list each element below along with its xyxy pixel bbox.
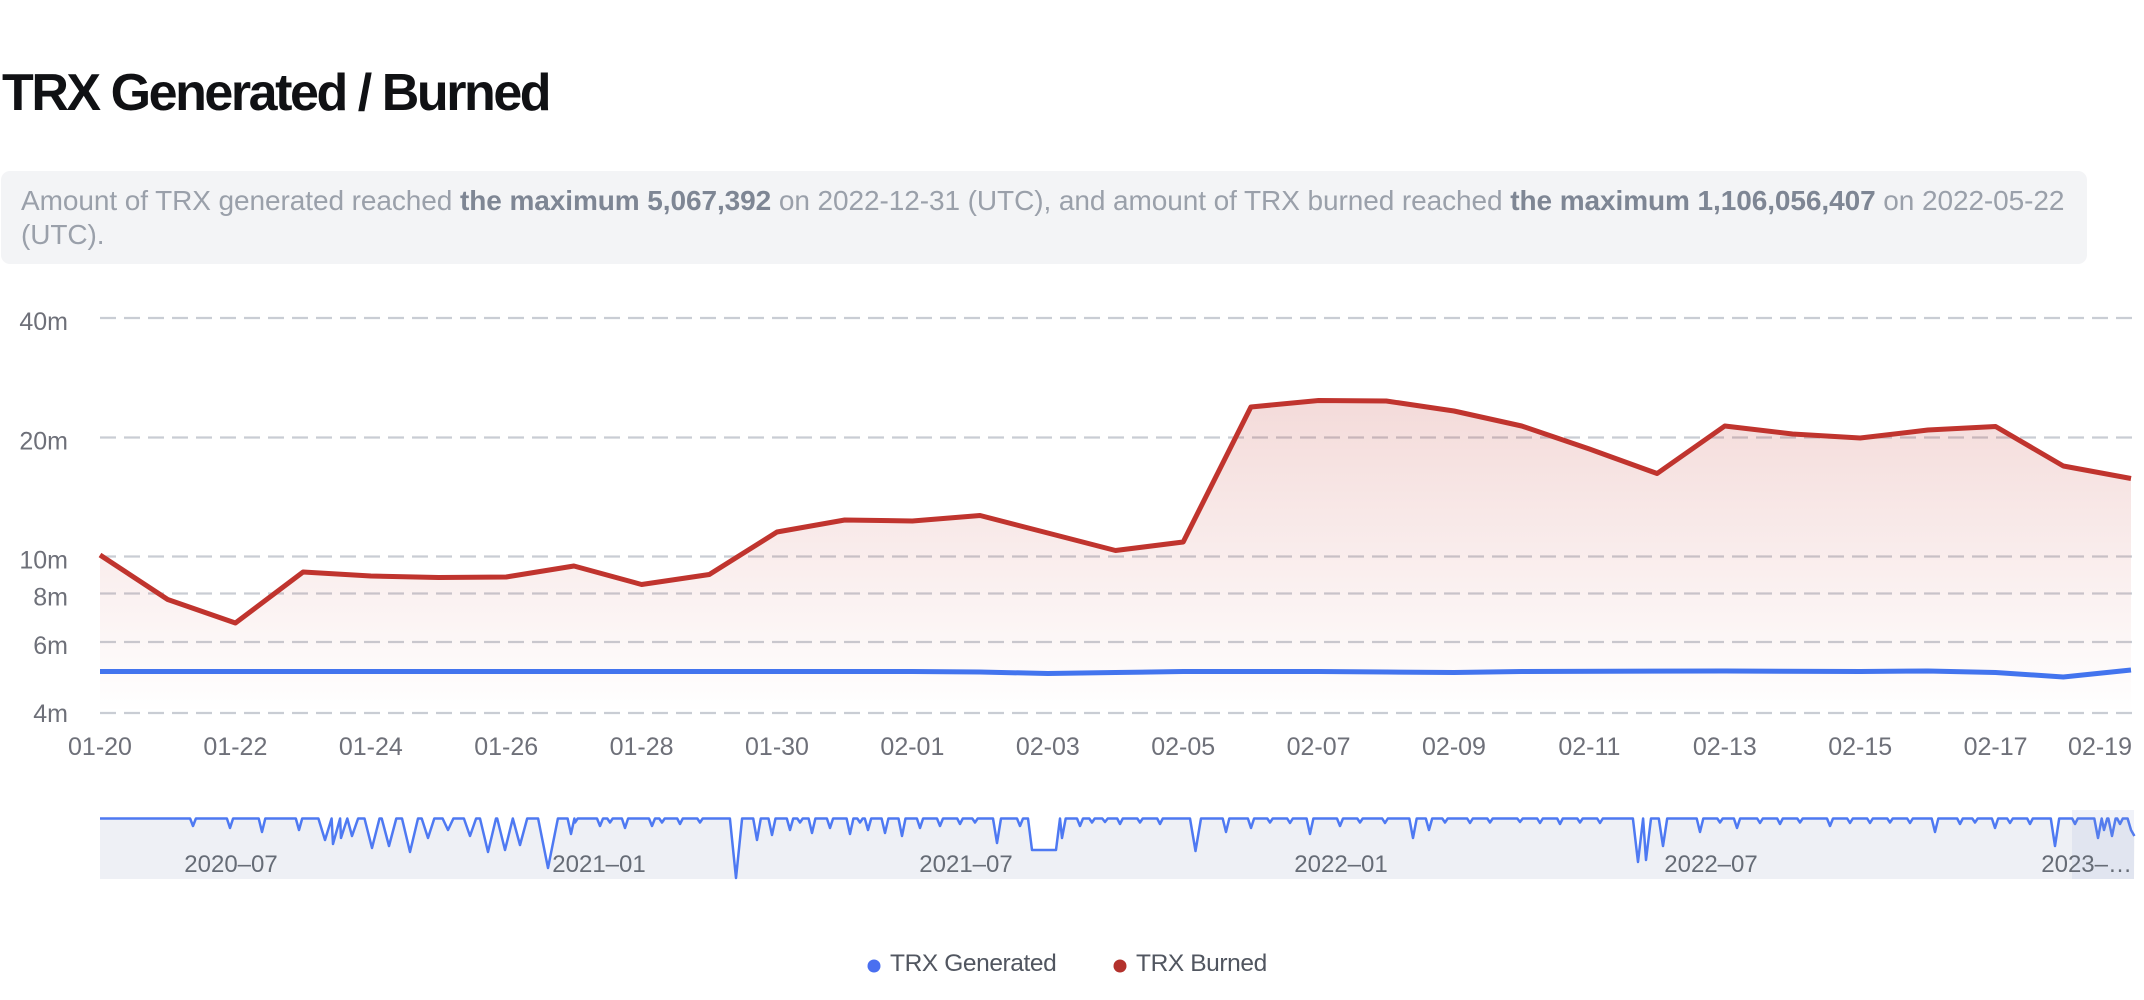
svg-text:02-15: 02-15	[1828, 733, 1892, 761]
svg-text:2021–07: 2021–07	[919, 851, 1012, 878]
svg-text:4m: 4m	[33, 700, 68, 728]
svg-text:TRX Generated: TRX Generated	[890, 950, 1056, 977]
svg-text:02-11: 02-11	[1558, 733, 1620, 761]
svg-text:01-24: 01-24	[339, 733, 403, 761]
svg-text:02-07: 02-07	[1287, 733, 1351, 761]
svg-text:02-03: 02-03	[1016, 733, 1080, 761]
svg-text:2022–01: 2022–01	[1294, 851, 1387, 878]
svg-text:02-05: 02-05	[1151, 733, 1215, 761]
svg-text:2023–…: 2023–…	[2041, 851, 2132, 878]
svg-text:02-01: 02-01	[880, 733, 944, 761]
svg-text:02-13: 02-13	[1693, 733, 1757, 761]
svg-text:40m: 40m	[19, 308, 68, 336]
svg-text:TRX Burned: TRX Burned	[1136, 950, 1267, 977]
svg-text:2021–01: 2021–01	[552, 851, 645, 878]
svg-text:8m: 8m	[33, 584, 68, 612]
svg-text:10m: 10m	[19, 547, 68, 575]
svg-text:6m: 6m	[33, 632, 68, 660]
svg-text:01-20: 01-20	[68, 733, 132, 761]
svg-text:02-17: 02-17	[1964, 733, 2028, 761]
svg-text:01-26: 01-26	[474, 733, 538, 761]
svg-text:01-30: 01-30	[745, 733, 809, 761]
svg-text:01-22: 01-22	[203, 733, 267, 761]
svg-text:20m: 20m	[19, 428, 68, 456]
svg-text:02-09: 02-09	[1422, 733, 1486, 761]
svg-text:2022–07: 2022–07	[1664, 851, 1757, 878]
svg-text:01-28: 01-28	[610, 733, 674, 761]
svg-text:2020–07: 2020–07	[184, 851, 277, 878]
svg-text:02-19: 02-19	[2068, 733, 2132, 761]
